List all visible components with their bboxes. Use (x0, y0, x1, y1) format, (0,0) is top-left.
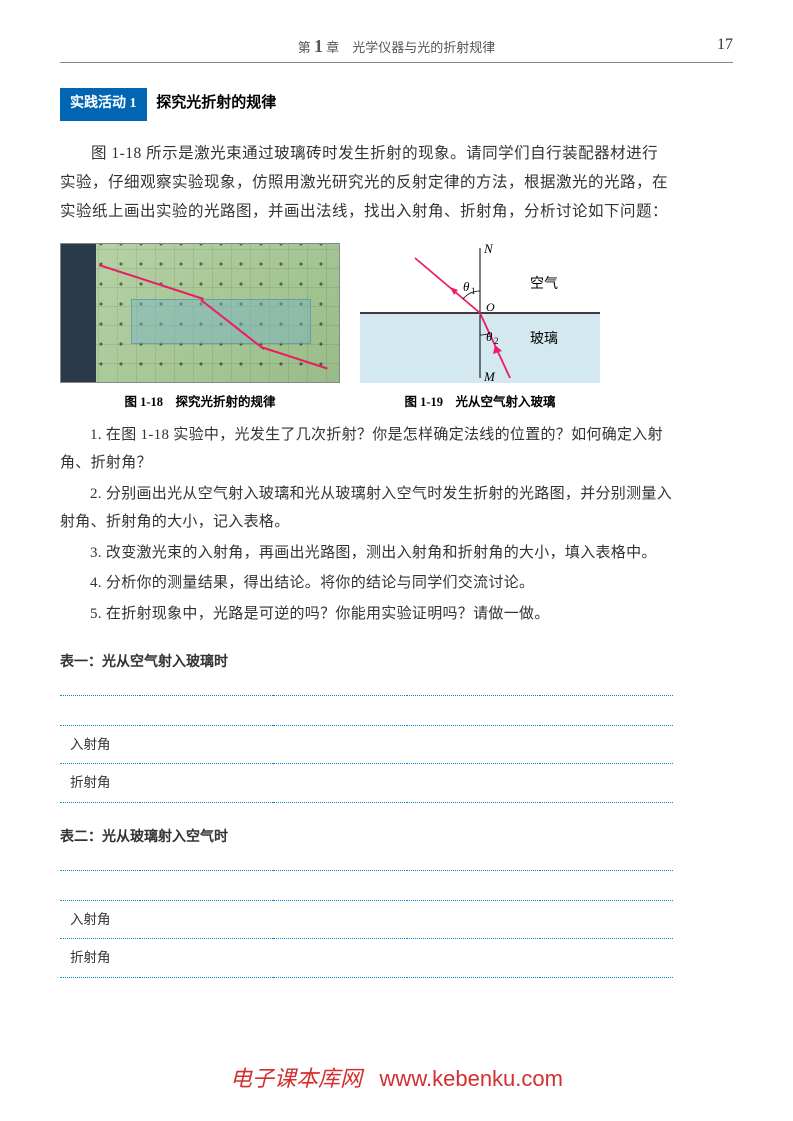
figures-row: 图 1-18 探究光折射的规律 N M O θ 1 (60, 243, 673, 415)
header-divider (60, 62, 733, 63)
watermark: 电子课本库网 www.kebenku.com (0, 1061, 793, 1093)
watermark-text: 电子课本库网 (230, 1066, 362, 1091)
figure-1-18-caption: 图 1-18 探究光折射的规律 (60, 391, 340, 415)
label-O: O (486, 300, 495, 314)
chapter-number: 1 (314, 36, 323, 56)
table-1: 入射角 折射角 (60, 695, 673, 803)
table-2-row-incident: 入射角 (60, 900, 140, 939)
page-number: 17 (717, 36, 733, 54)
table-1-row-incident: 入射角 (60, 725, 140, 764)
figure-1-19-caption: 图 1-19 光从空气射入玻璃 (360, 391, 600, 415)
question-5: 5. 在折射现象中，光路是可逆的吗？你能用实验证明吗？请做一做。 (60, 600, 673, 629)
main-content: 实践活动 1 探究光折射的规律 图 1-18 所示是激光束通过玻璃砖时发生折射的… (60, 88, 673, 988)
table-2: 入射角 折射角 (60, 870, 673, 978)
figure-right: N M O θ 1 θ 2 空气 玻璃 图 1-19 光从空气射入玻璃 (360, 243, 600, 415)
label-theta2: θ (486, 329, 493, 344)
table-1-spacer (60, 695, 140, 725)
table-1-row-refracted: 折射角 (60, 764, 140, 803)
label-theta1: θ (463, 279, 470, 294)
activity-tag: 实践活动 1 (60, 88, 147, 121)
label-theta2-sub: 2 (494, 336, 499, 346)
figure-left: 图 1-18 探究光折射的规律 (60, 243, 340, 415)
label-theta1-sub: 1 (471, 286, 476, 296)
question-4: 4. 分析你的测量结果，得出结论。将你的结论与同学们交流讨论。 (60, 569, 673, 598)
table-row: 折射角 (60, 939, 673, 978)
intro-paragraph: 图 1-18 所示是激光束通过玻璃砖时发生折射的现象。请同学们自行装配器材进行实… (60, 139, 673, 227)
question-2: 2. 分别画出光从空气射入玻璃和光从玻璃射入空气时发生折射的光路图，并分别测量入… (60, 480, 673, 537)
activity-header: 实践活动 1 探究光折射的规律 (60, 88, 673, 121)
label-glass: 玻璃 (530, 330, 558, 347)
refraction-diagram: N M O θ 1 θ 2 空气 玻璃 (360, 243, 600, 383)
table-2-section: 表二：光从玻璃射入空气时 入射角 折射角 (60, 825, 673, 978)
table-1-section: 表一：光从空气射入玻璃时 入射角 折射角 (60, 650, 673, 803)
table-row: 入射角 (60, 900, 673, 939)
table-2-title: 表二：光从玻璃射入空气时 (60, 825, 673, 852)
questions-list: 1. 在图 1-18 实验中，光发生了几次折射？你是怎样确定法线的位置的？如何确… (60, 421, 673, 629)
watermark-url: www.kebenku.com (380, 1066, 563, 1091)
label-air: 空气 (530, 276, 558, 292)
label-N: N (483, 243, 494, 256)
table-row (60, 695, 673, 725)
chapter-suffix: 章 光学仪器与光的折射规律 (326, 40, 495, 55)
table-row (60, 870, 673, 900)
table-2-spacer (60, 870, 140, 900)
chapter-prefix: 第 (298, 40, 311, 55)
experiment-photo (60, 243, 340, 383)
question-3: 3. 改变激光束的入射角，再画出光路图，测出入射角和折射角的大小，填入表格中。 (60, 539, 673, 568)
photo-dark-edge (61, 244, 96, 382)
photo-glass-block (131, 299, 311, 344)
table-1-title: 表一：光从空气射入玻璃时 (60, 650, 673, 677)
table-row: 入射角 (60, 725, 673, 764)
page-header: 第 1 章 光学仪器与光的折射规律 (0, 36, 793, 57)
activity-title: 探究光折射的规律 (156, 89, 276, 118)
table-2-row-refracted: 折射角 (60, 939, 140, 978)
label-M: M (483, 369, 496, 383)
table-row: 折射角 (60, 764, 673, 803)
question-1: 1. 在图 1-18 实验中，光发生了几次折射？你是怎样确定法线的位置的？如何确… (60, 421, 673, 478)
